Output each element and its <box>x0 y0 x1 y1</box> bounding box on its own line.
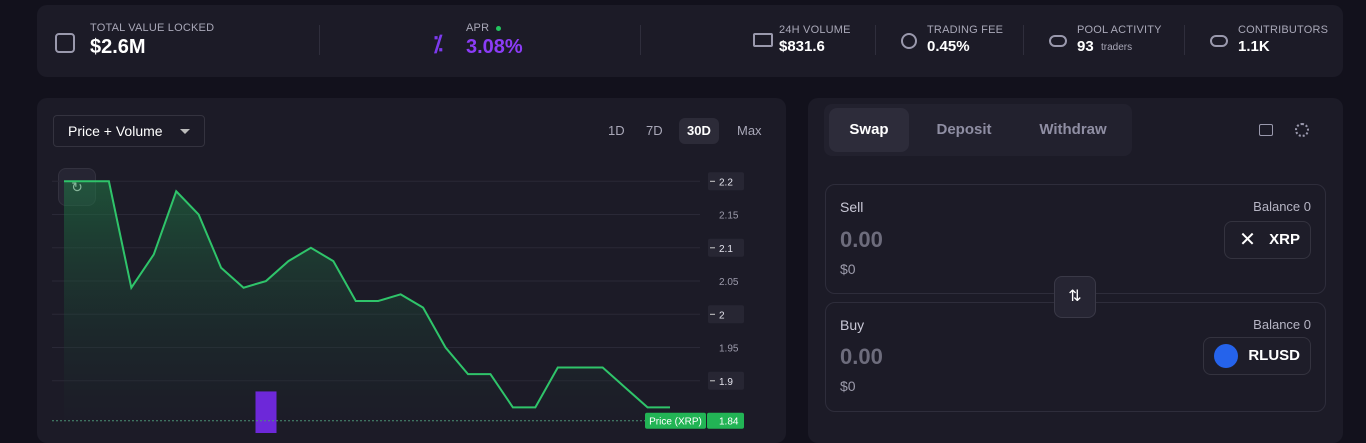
sell-box: Sell Balance 0 0.00 $0 ✕ XRP <box>825 184 1326 294</box>
tick-box <box>708 172 744 191</box>
separator <box>875 25 876 55</box>
stat-label: 24H VOLUME <box>779 24 851 36</box>
tab[interactable]: Swap <box>829 108 909 152</box>
dropdown-caret <box>180 129 190 139</box>
range-button[interactable]: 30D <box>679 118 719 144</box>
wallet-icon[interactable] <box>1259 124 1273 136</box>
fee-icon <box>901 33 917 49</box>
swap-card: Swap Deposit Withdraw Sell Balance 0 0.00 … <box>808 98 1343 443</box>
tick-box <box>708 238 744 257</box>
tick-box <box>708 305 744 324</box>
balance: Balance 0 <box>1253 199 1311 214</box>
tab[interactable]: Withdraw <box>1039 121 1107 138</box>
price-line <box>64 180 670 409</box>
range-button[interactable]: 1D <box>608 123 625 138</box>
stat-value: 93 <box>1077 38 1094 55</box>
separator <box>1184 25 1185 55</box>
stat-value: $831.6 <box>779 38 825 55</box>
price-chart: 2.2 2.15 2.1 2.05 2 1.95 1.9 Price (XRP) 1.84 <box>52 172 744 433</box>
tvl-icon <box>55 33 75 53</box>
stat-unit: traders <box>1101 42 1133 53</box>
price-area <box>64 181 670 433</box>
stat-value: 1.1K <box>1238 38 1270 55</box>
stat-label: APR <box>466 22 490 34</box>
stat-value: 3.08% <box>466 36 523 58</box>
separator <box>319 25 320 55</box>
fiat-value: $0 <box>840 378 856 394</box>
settings-icon[interactable] <box>1295 123 1309 137</box>
range-button[interactable]: Max <box>737 123 762 138</box>
separator <box>640 25 641 55</box>
fiat-value: $0 <box>840 261 856 277</box>
rlusd-logo <box>1214 344 1239 368</box>
amount: 0.00 <box>840 344 883 369</box>
sell-label: Sell <box>840 199 864 215</box>
tab[interactable]: Deposit <box>936 121 992 138</box>
y-tick-label: 2.1 <box>719 244 733 255</box>
token-name: RLUSD <box>1248 347 1300 364</box>
price-label: Price (XRP) <box>649 417 702 428</box>
stats-bar: TOTAL VALUE LOCKED $2.6M ⁒ APR 3.08% 24H… <box>37 5 1343 77</box>
token-selector[interactable]: ✕ XRP <box>1224 221 1311 259</box>
stat-label: TRADING FEE <box>927 24 1004 36</box>
contributors-icon <box>1210 35 1228 47</box>
page: TOTAL VALUE LOCKED $2.6M ⁒ APR 3.08% 24H… <box>37 5 1343 443</box>
volume-bar <box>255 391 277 433</box>
stat-value: 0.45% <box>927 38 970 55</box>
buy-label: Buy <box>840 317 865 333</box>
stat-label: POOL ACTIVITY <box>1077 24 1162 36</box>
switch-button[interactable]: ⇅ <box>1054 276 1096 318</box>
volume-icon <box>753 33 773 47</box>
price-value-box <box>707 412 744 429</box>
stat-label: CONTRIBUTORS <box>1238 24 1329 36</box>
separator <box>1023 25 1024 55</box>
xrp-logo: ✕ <box>1239 229 1256 251</box>
range-button[interactable]: 7D <box>646 123 663 138</box>
y-tick-label: 2.15 <box>719 211 739 222</box>
y-tick-label: 2 <box>719 310 725 321</box>
amount: 0.00 <box>840 227 883 252</box>
balance: Balance 0 <box>1253 317 1311 332</box>
y-tick-label: 1.9 <box>719 377 733 388</box>
y-tick-label: 1.95 <box>719 344 739 355</box>
y-tick-label: 2.05 <box>719 277 739 288</box>
stat-label: TOTAL VALUE LOCKED <box>90 22 215 34</box>
token-selector[interactable]: RLUSD <box>1203 337 1311 375</box>
token-name: XRP <box>1269 231 1300 248</box>
y-tick-label: 2.2 <box>719 177 733 188</box>
apr-icon: ⁒ <box>433 31 443 56</box>
chart-dropdown[interactable]: Price + Volume <box>53 115 205 147</box>
dropdown-label: Price + Volume <box>68 123 163 139</box>
price-value: 1.84 <box>719 417 739 428</box>
tick-box <box>708 371 744 390</box>
activity-icon <box>1049 35 1067 47</box>
stat-value: $2.6M <box>90 36 146 58</box>
status-dot <box>496 26 501 31</box>
price-label-box <box>645 412 706 429</box>
